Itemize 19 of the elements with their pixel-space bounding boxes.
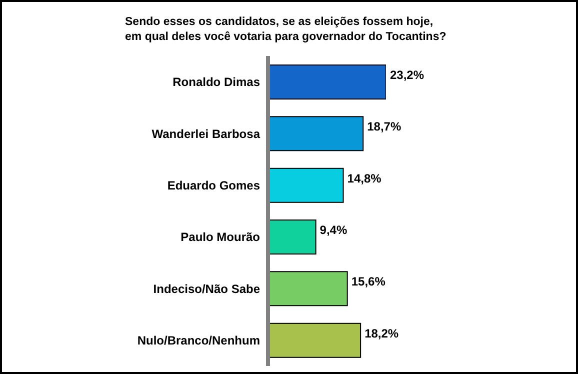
data-label: 18,7% — [367, 120, 402, 134]
bar — [268, 220, 316, 254]
bar — [268, 116, 364, 152]
y-tick-label: Nulo/Branco/Nenhum — [137, 333, 260, 348]
y-tick-label: Paulo Mourão — [180, 230, 260, 244]
bar — [268, 271, 348, 306]
bar — [268, 64, 386, 100]
data-label: 14,8% — [347, 171, 382, 186]
data-label: 15,6% — [351, 274, 386, 289]
chart-title: Sendo esses os candidatos, se as eleições fossem hoje, em qual deles você votaria para governador do Tocantins? — [125, 15, 446, 45]
y-tick-label: Ronaldo Dimas — [172, 75, 260, 90]
data-label: 18,2% — [364, 326, 399, 340]
y-tick-label: Indeciso/Não Sabe — [153, 282, 260, 296]
y-tick-label: Eduardo Gomes — [167, 178, 260, 192]
bar — [268, 168, 344, 203]
data-label: 23,2% — [390, 68, 424, 82]
data-label: 9,4% — [320, 223, 348, 237]
y-tick-label: Wanderlei Barbosa — [152, 126, 260, 141]
bar — [268, 322, 362, 358]
